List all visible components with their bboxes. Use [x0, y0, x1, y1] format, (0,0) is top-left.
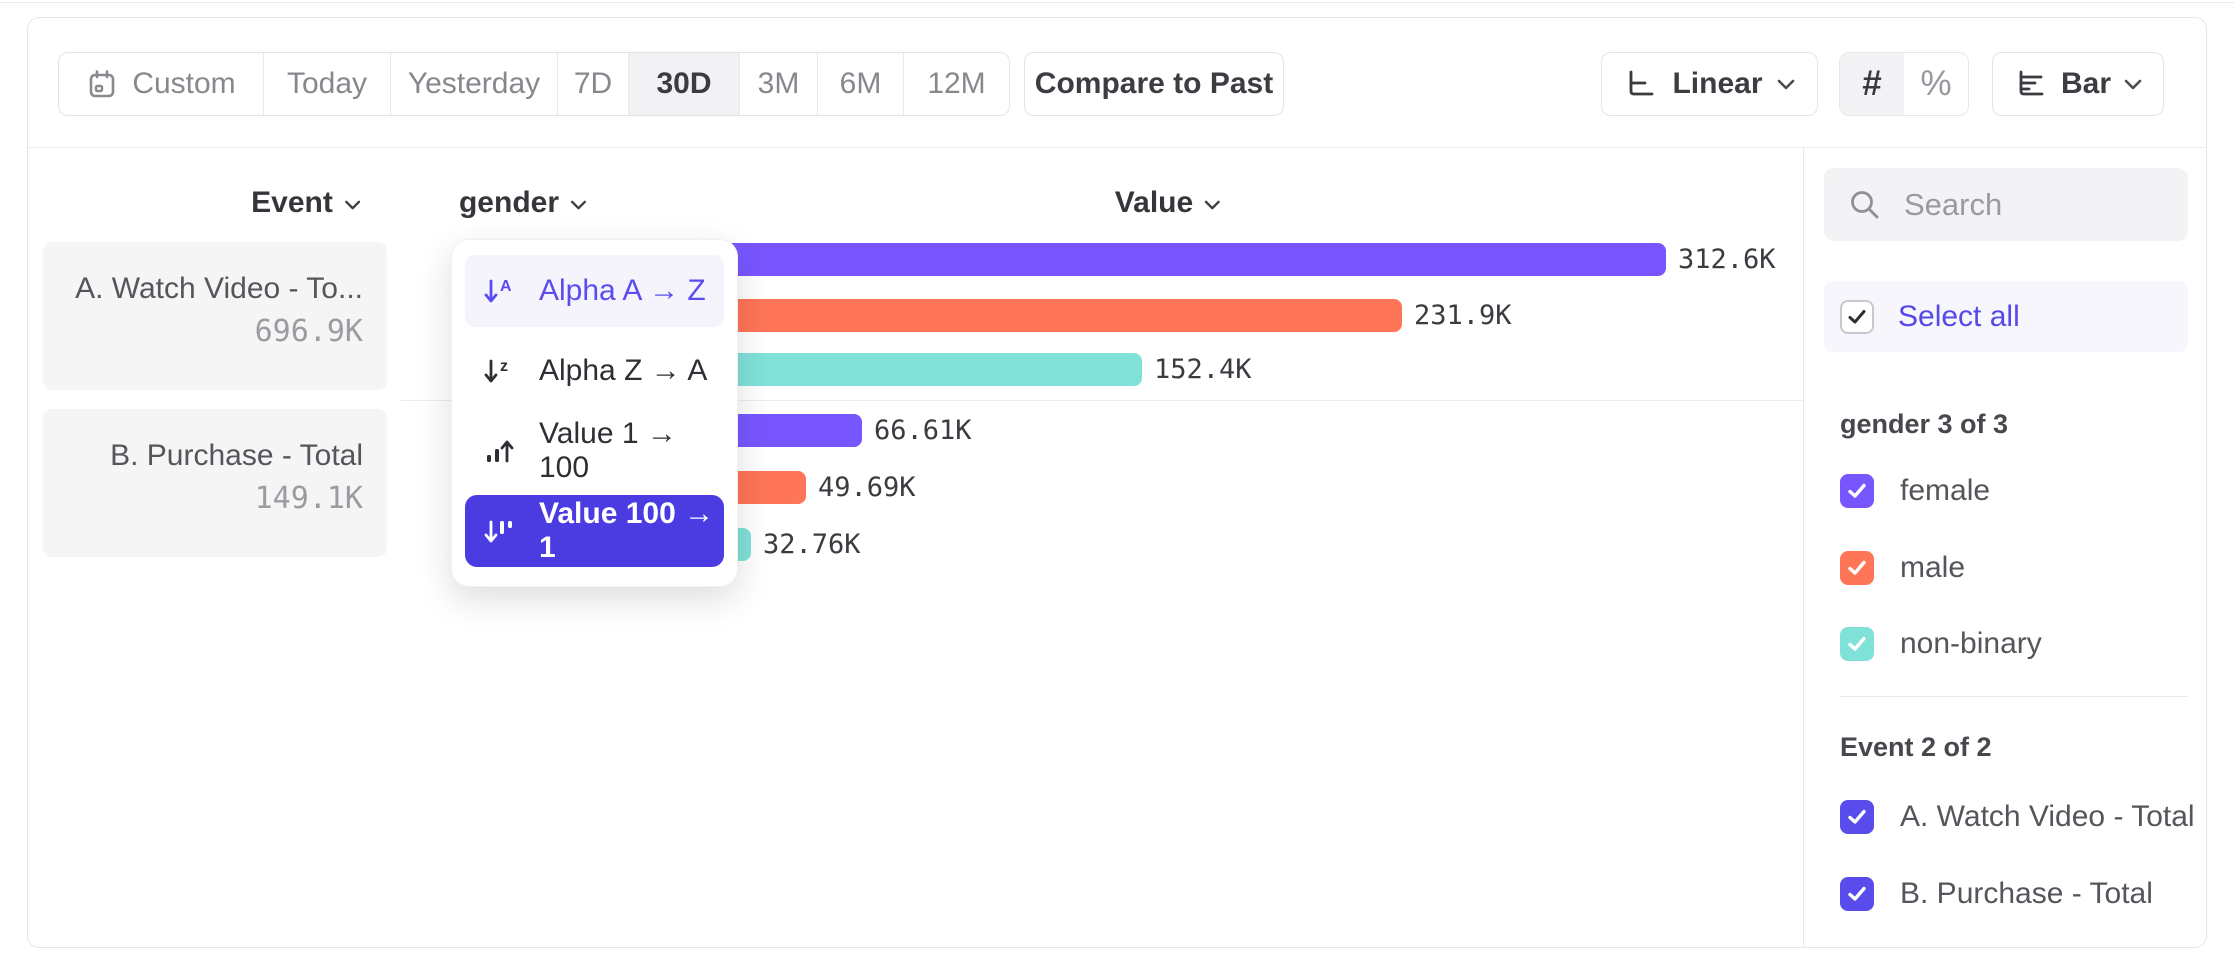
chevron-down-icon	[2124, 79, 2142, 89]
linear-scale-icon	[1630, 70, 1654, 96]
value-mode-toggle: # %	[1839, 52, 1969, 116]
event-card-total: 149.1K	[254, 481, 363, 516]
calendar-icon	[90, 70, 115, 98]
scale-label: Linear	[1672, 67, 1763, 100]
chart-type-label: Bar	[2060, 67, 2112, 100]
sort-alpha-desc-icon: z	[484, 358, 508, 383]
search-icon	[1851, 190, 1879, 218]
date-range-today[interactable]: Today	[264, 53, 391, 115]
scale-selector-button[interactable]: Linear	[1601, 52, 1818, 116]
date-range-yesterday[interactable]: Yesterday	[391, 53, 558, 115]
legend-sidebar: Search Select all gender 3 of 3 female	[1803, 148, 2208, 948]
sort-option-value-asc[interactable]: Value 1 → 100	[465, 415, 724, 487]
absolute-values-toggle[interactable]: #	[1840, 53, 1904, 115]
bar-value-label: 32.76K	[763, 529, 861, 560]
date-range-label: Custom	[132, 67, 236, 100]
date-range-3m[interactable]: 3M	[740, 53, 818, 115]
legend-item-watch-video[interactable]: A. Watch Video - Total	[1840, 800, 2195, 834]
sort-alpha-asc-icon: A	[484, 278, 512, 303]
date-range-picker: Custom Today Yesterday 7D 30D 3M 6M 12M	[58, 52, 1010, 116]
bar-value-label: 152.4K	[1154, 354, 1252, 385]
sidebar-section-divider	[1840, 696, 2188, 697]
bar-value-label: 231.9K	[1414, 300, 1512, 331]
event-card-title: A. Watch Video - To...	[75, 272, 363, 305]
event-card-purchase[interactable]: B. Purchase - Total 149.1K	[43, 409, 387, 557]
sort-option-alpha-a-z[interactable]: A Alpha A → Z	[465, 255, 724, 327]
search-placeholder: Search	[1904, 186, 2003, 222]
column-header-gender[interactable]: gender	[459, 186, 587, 220]
checkmark-icon	[1848, 560, 1866, 575]
sort-option-alpha-z-a[interactable]: z Alpha Z → A	[465, 335, 724, 407]
chart-toolbar: Custom Today Yesterday 7D 30D 3M 6M 12M …	[28, 18, 2206, 148]
legend-item-male[interactable]: male	[1840, 551, 1965, 585]
select-all-row[interactable]: Select all	[1824, 281, 2188, 352]
chart-area: Event gender Value A. Watch Video - To..…	[28, 148, 2206, 948]
sort-option-value-desc[interactable]: Value 100 → 1	[465, 495, 724, 567]
select-all-label: Select all	[1898, 299, 2020, 333]
sort-value-asc-icon	[487, 440, 514, 463]
bar-watch-video-female[interactable]	[644, 243, 1666, 276]
checkbox-non-binary[interactable]	[1840, 627, 1874, 661]
column-header-value[interactable]: Value	[1115, 186, 1221, 220]
select-all-checkbox[interactable]	[1840, 299, 1874, 334]
sort-dropdown-menu: A Alpha A → Z z Alpha Z → A	[451, 239, 738, 587]
chevron-down-icon	[344, 200, 360, 210]
compare-to-past-button[interactable]: Compare to Past	[1024, 52, 1284, 116]
checkmark-icon	[1848, 636, 1866, 651]
chart-type-button[interactable]: Bar	[1992, 52, 2164, 116]
checkbox-male[interactable]	[1840, 551, 1874, 585]
date-range-6m[interactable]: 6M	[818, 53, 904, 115]
column-header-event[interactable]: Event	[251, 186, 361, 220]
sort-value-desc-icon	[484, 520, 512, 543]
page-top-divider	[0, 2, 2234, 3]
event-group-divider	[401, 400, 1803, 401]
bar-row: 231.9K	[644, 299, 1512, 332]
checkbox-purchase[interactable]	[1840, 877, 1874, 911]
chevron-down-icon	[1205, 200, 1221, 210]
legend-search-input[interactable]: Search	[1824, 168, 2188, 241]
chevron-down-icon	[570, 200, 587, 210]
bar-value-label: 49.69K	[818, 472, 916, 503]
date-range-7d[interactable]: 7D	[558, 53, 629, 115]
event-card-total: 696.9K	[254, 314, 363, 349]
checkmark-icon	[1848, 309, 1866, 323]
hash-icon: #	[1862, 64, 1882, 103]
bar-watch-video-male[interactable]	[644, 299, 1402, 332]
legend-item-purchase[interactable]: B. Purchase - Total	[1840, 877, 2153, 911]
checkmark-icon	[1848, 886, 1866, 901]
legend-item-non-binary[interactable]: non-binary	[1840, 627, 2042, 661]
percent-icon: %	[1920, 64, 1952, 103]
legend-item-female[interactable]: female	[1840, 474, 1990, 508]
svg-text:z: z	[500, 358, 508, 375]
bar-chart-icon	[2019, 70, 2044, 96]
event-card-watch-video[interactable]: A. Watch Video - To... 696.9K	[43, 242, 387, 390]
date-range-12m[interactable]: 12M	[927, 67, 986, 100]
svg-text:A: A	[500, 278, 512, 295]
bar-row: 312.6K	[644, 243, 1776, 276]
date-range-30d[interactable]: 30D	[629, 53, 740, 115]
event-card-title: B. Purchase - Total	[110, 439, 363, 472]
date-range-custom[interactable]: Custom	[59, 53, 264, 115]
percent-values-toggle[interactable]: %	[1904, 53, 1968, 115]
checkmark-icon	[1848, 809, 1866, 824]
report-panel: Custom Today Yesterday 7D 30D 3M 6M 12M …	[27, 17, 2207, 948]
chevron-down-icon	[1777, 79, 1794, 89]
section-title-event: Event 2 of 2	[1840, 732, 1992, 762]
bar-value-label: 66.61K	[874, 415, 972, 446]
checkmark-icon	[1848, 483, 1866, 498]
section-title-gender: gender 3 of 3	[1840, 409, 2009, 439]
checkbox-female[interactable]	[1840, 474, 1874, 508]
bar-value-label: 312.6K	[1678, 244, 1776, 275]
checkbox-watch-video[interactable]	[1840, 800, 1874, 834]
